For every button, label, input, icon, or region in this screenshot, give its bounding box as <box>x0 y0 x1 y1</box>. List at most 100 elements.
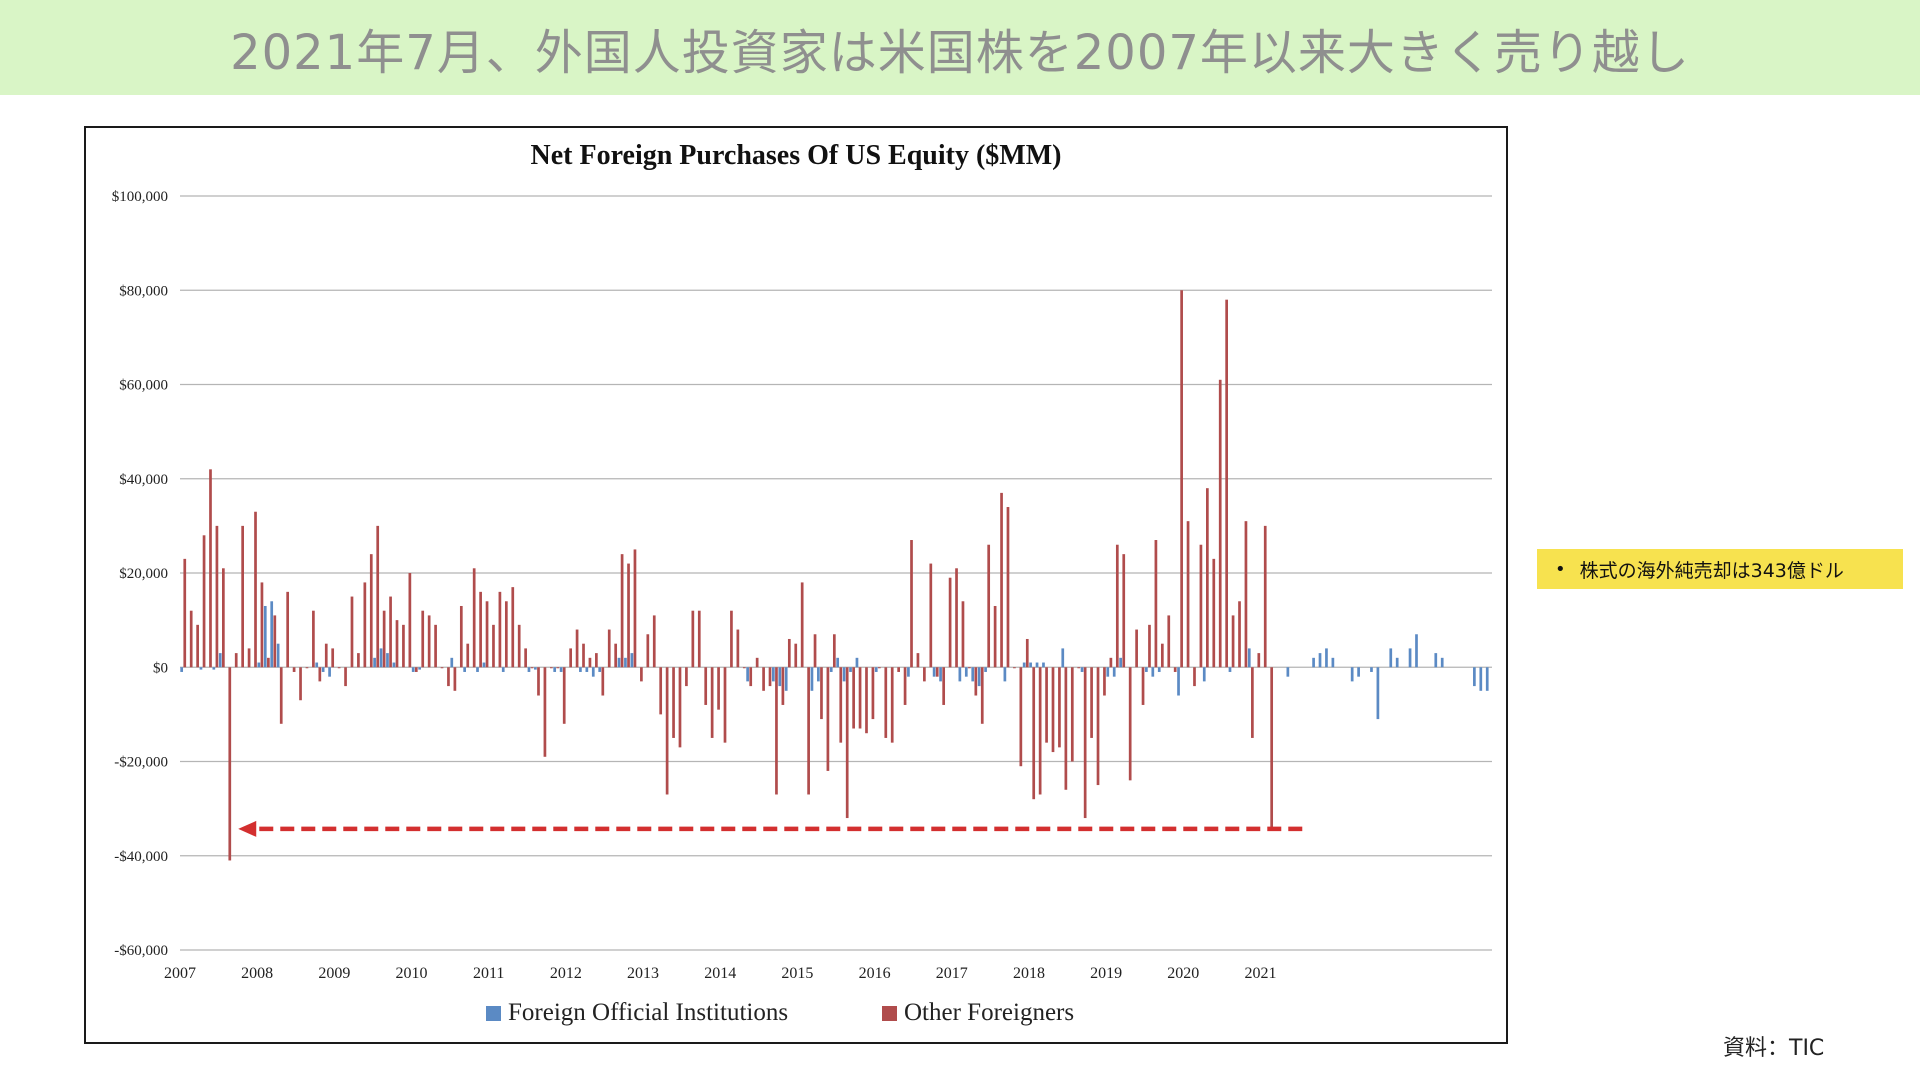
bar-other-foreigners <box>1032 667 1036 800</box>
bar-other-foreigners <box>1103 667 1106 696</box>
x-tick-label: 2010 <box>396 965 428 982</box>
bar-foreign-official <box>958 667 962 682</box>
bar-other-foreigners <box>408 573 412 668</box>
bar-foreign-official <box>964 667 968 677</box>
callout-text: 株式の海外純売却は343億ドル <box>1579 559 1844 582</box>
bar-foreign-official <box>328 667 331 677</box>
bar-other-foreigners <box>1238 601 1241 668</box>
bar-other-foreigners <box>575 629 579 668</box>
bar-other-foreigners <box>903 667 907 705</box>
bar-other-foreigners <box>517 624 521 668</box>
bar-other-foreigners <box>1193 667 1196 687</box>
bar-foreign-official <box>1061 648 1065 668</box>
bar-other-foreigners <box>865 667 868 734</box>
bar-foreign-official <box>591 667 595 677</box>
bar-other-foreigners <box>498 591 502 668</box>
callout-note: • 株式の海外純売却は343億ドル <box>1537 549 1903 589</box>
bar-foreign-official <box>1112 667 1116 677</box>
bar-foreign-official <box>463 667 466 672</box>
bar-foreign-official <box>1318 653 1322 668</box>
bar-other-foreigners <box>1051 667 1055 753</box>
bar-other-foreigners <box>472 568 476 668</box>
bar-foreign-official <box>212 667 216 670</box>
bar-foreign-official <box>1029 662 1032 668</box>
bar-other-foreigners <box>1231 615 1235 668</box>
bar-foreign-official <box>1157 667 1161 672</box>
bar-foreign-official <box>939 667 942 682</box>
x-tick-label: 2012 <box>550 965 582 982</box>
bar-other-foreigners <box>704 667 708 705</box>
bar-other-foreigners <box>492 624 495 668</box>
bar-other-foreigners <box>595 653 598 668</box>
bar-other-foreigners <box>286 591 290 668</box>
bar-foreign-official <box>270 601 274 668</box>
bar-foreign-official <box>874 667 878 672</box>
bar-other-foreigners <box>697 610 701 668</box>
bar-other-foreigners <box>241 525 244 668</box>
bar-other-foreigners <box>1160 643 1164 668</box>
bar-other-foreigners <box>948 577 952 668</box>
bar-other-foreigners <box>923 667 926 682</box>
bar-other-foreigners <box>1270 667 1274 829</box>
bar-other-foreigners <box>1173 667 1177 672</box>
bar-other-foreigners <box>569 648 572 668</box>
bar-other-foreigners <box>260 582 264 668</box>
bar-other-foreigners <box>627 563 630 668</box>
bar-foreign-official <box>418 667 421 670</box>
bar-foreign-official <box>746 667 749 682</box>
bar-foreign-official <box>1003 667 1007 682</box>
bar-foreign-official <box>971 667 975 682</box>
bar-other-foreigners <box>1109 657 1113 668</box>
bar-other-foreigners <box>1186 521 1190 668</box>
x-tick-label: 2014 <box>704 965 736 982</box>
bar-other-foreigners <box>543 667 547 757</box>
bar-other-foreigners <box>1263 525 1267 668</box>
bar-other-foreigners <box>897 667 900 672</box>
bar-other-foreigners <box>312 610 315 668</box>
bullet-icon: • <box>1555 558 1566 580</box>
x-tick-label: 2017 <box>936 965 968 982</box>
x-tick-label: 2009 <box>318 965 350 982</box>
bar-other-foreigners <box>633 549 637 668</box>
series-other-foreigners <box>183 290 1274 861</box>
page-title: 2021年7月、外国人投資家は米国株を2007年以来大きく売り越し <box>230 24 1690 81</box>
bar-other-foreigners <box>1180 290 1183 668</box>
bar-other-foreigners <box>993 605 997 668</box>
bar-other-foreigners <box>421 610 425 668</box>
bar-other-foreigners <box>826 667 830 771</box>
bar-foreign-official <box>1022 662 1026 668</box>
x-tick-label: 2013 <box>627 965 659 982</box>
bar-foreign-official <box>379 648 383 668</box>
bar-other-foreigners <box>762 667 765 691</box>
bar-foreign-official <box>1035 662 1039 668</box>
bar-other-foreigners <box>1122 554 1126 668</box>
bar-other-foreigners <box>858 667 862 729</box>
bar-other-foreigners <box>832 634 836 668</box>
bar-other-foreigners <box>755 657 759 668</box>
bar-other-foreigners <box>1244 521 1248 668</box>
bar-foreign-official <box>553 667 557 672</box>
bar-other-foreigners <box>665 667 669 795</box>
bar-other-foreigners <box>479 591 482 668</box>
bar-other-foreigners <box>331 648 335 668</box>
bar-foreign-official <box>1376 667 1380 720</box>
bar-other-foreigners <box>910 540 913 668</box>
bar-other-foreigners <box>357 653 360 668</box>
bar-other-foreigners <box>1045 667 1048 743</box>
bar-other-foreigners <box>1025 638 1029 668</box>
bar-foreign-official <box>1106 667 1110 677</box>
bar-other-foreigners <box>1167 615 1171 668</box>
bar-other-foreigners <box>588 657 592 668</box>
bar-other-foreigners <box>299 667 302 701</box>
grid-layer <box>180 195 1492 951</box>
bar-other-foreigners <box>742 667 746 669</box>
bar-foreign-official <box>784 667 788 691</box>
bar-other-foreigners <box>1090 667 1093 738</box>
series-foreign-official <box>180 601 1489 720</box>
bar-other-foreigners <box>1225 299 1228 668</box>
x-tick-label: 2021 <box>1244 965 1276 982</box>
bar-foreign-official <box>1479 667 1483 691</box>
bar-other-foreigners <box>1115 544 1119 668</box>
bar-foreign-official <box>276 643 280 668</box>
bar-foreign-official <box>855 657 859 668</box>
